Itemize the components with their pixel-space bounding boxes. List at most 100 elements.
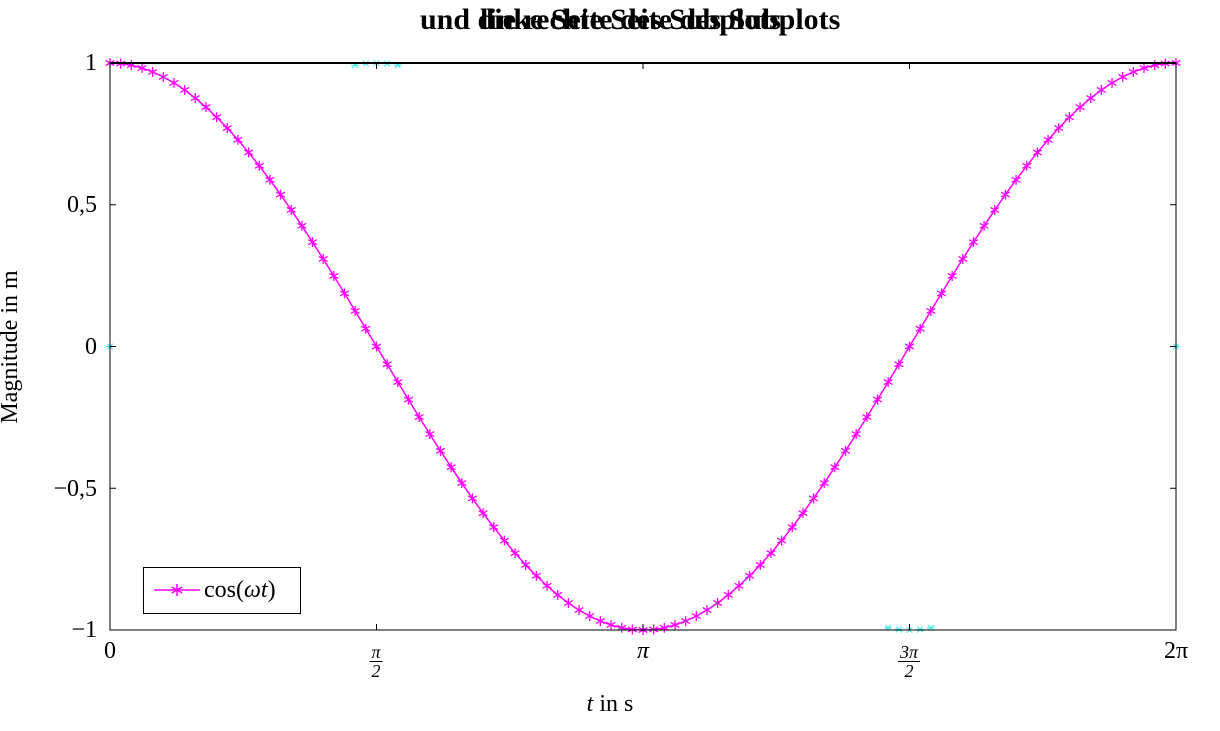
data-point-cos-23 bbox=[350, 305, 360, 316]
title-layer: linke Seite des Subplots und die rechte … bbox=[0, 2, 1220, 42]
data-point-cos-40 bbox=[531, 570, 542, 581]
data-point-cos-86 bbox=[1022, 160, 1032, 171]
data-point-cos-90 bbox=[1064, 112, 1075, 123]
data-point-cos-10 bbox=[211, 112, 222, 123]
data-point-cos-28 bbox=[403, 394, 414, 405]
legend-var: ωt bbox=[243, 577, 268, 603]
data-point-cos-97 bbox=[1139, 63, 1149, 74]
data-point-cos-15 bbox=[265, 174, 275, 185]
data-point-cos-18 bbox=[297, 220, 307, 231]
data-point-cos-4 bbox=[147, 66, 158, 77]
ytick-label-0-5: 0,5 bbox=[67, 192, 97, 218]
data-point-cos-60 bbox=[744, 570, 755, 581]
data-point-cos-77 bbox=[926, 305, 936, 316]
ytick-label-minus-0-5: −0,5 bbox=[53, 476, 97, 502]
data-point-cos-32 bbox=[446, 462, 456, 473]
data-point-cos-80 bbox=[958, 253, 968, 264]
x-axis-label: t in s bbox=[0, 690, 1220, 718]
x-axis-label-rest: in s bbox=[593, 691, 634, 717]
data-point-cos-11 bbox=[222, 123, 232, 134]
data-point-cos-88 bbox=[1043, 134, 1053, 145]
data-point-cos-93 bbox=[1096, 84, 1107, 95]
data-point-cos-64 bbox=[787, 522, 797, 533]
data-point-cos-48 bbox=[617, 622, 627, 633]
data-point-cos-33 bbox=[457, 478, 467, 489]
xtick-label-0: 0 bbox=[104, 638, 116, 664]
data-point-cos-55 bbox=[691, 611, 701, 622]
data-point-cos-83 bbox=[990, 204, 1000, 215]
ytick-label-1: 1 bbox=[85, 50, 97, 76]
data-point-cos-96 bbox=[1128, 66, 1139, 77]
data-point-cos-67 bbox=[819, 478, 829, 489]
data-point-cos-24 bbox=[361, 323, 371, 334]
xtick-label-2pi: 2π bbox=[1163, 638, 1189, 664]
data-point-cos-66 bbox=[808, 493, 819, 504]
data-point-cos-27 bbox=[393, 377, 403, 388]
data-point-cos-39 bbox=[521, 559, 531, 570]
data-point-cos-35 bbox=[478, 508, 488, 519]
ytick-label-minus-1: −1 bbox=[71, 617, 97, 643]
data-point-cos-12 bbox=[233, 134, 243, 145]
data-point-cos-37 bbox=[499, 535, 510, 546]
ytick-label-0: 0 bbox=[85, 334, 97, 360]
data-point-cos-84 bbox=[1000, 189, 1011, 200]
data-point-cos-75 bbox=[904, 341, 915, 352]
data-point-cos-78 bbox=[936, 288, 947, 299]
data-point-cos-70 bbox=[851, 429, 861, 440]
data-point-cos-19 bbox=[307, 237, 318, 248]
data-point-cos-8 bbox=[190, 93, 200, 104]
data-point-cos-45 bbox=[585, 611, 595, 622]
xtick-pi-half-den: 2 bbox=[371, 661, 381, 681]
x-axis-label-var: t bbox=[586, 691, 594, 717]
data-point-cos-44 bbox=[574, 605, 584, 616]
legend-close: ) bbox=[267, 577, 276, 603]
data-point-cos-94 bbox=[1107, 77, 1117, 88]
data-point-cos-3 bbox=[137, 63, 147, 74]
data-point-cos-16 bbox=[275, 189, 286, 200]
data-point-cos-9 bbox=[201, 102, 211, 113]
tick-layer bbox=[109, 62, 1177, 631]
data-point-sin-76 bbox=[916, 626, 925, 633]
data-point-cos-47 bbox=[606, 619, 616, 630]
data-point-cos-81 bbox=[968, 237, 979, 248]
data-point-cos-54 bbox=[680, 616, 691, 627]
data-point-cos-51 bbox=[649, 624, 659, 635]
data-point-cos-30 bbox=[425, 429, 435, 440]
data-point-cos-76 bbox=[915, 323, 925, 334]
xtick-label-3pi-half: 3π 2 bbox=[897, 638, 921, 681]
data-point-cos-92 bbox=[1086, 93, 1096, 104]
data-point-cos-69 bbox=[840, 445, 851, 456]
series-layer bbox=[105, 58, 1181, 635]
data-point-cos-72 bbox=[872, 394, 883, 405]
data-point-cos-20 bbox=[318, 253, 328, 264]
data-point-cos-82 bbox=[979, 220, 989, 231]
xtick-3pi-half-num: 3π bbox=[897, 642, 921, 662]
data-point-cos-5 bbox=[158, 71, 168, 82]
legend: cos(ωt) bbox=[143, 567, 301, 614]
data-point-cos-49 bbox=[627, 624, 637, 635]
data-point-sin-74 bbox=[894, 626, 903, 633]
data-point-cos-43 bbox=[563, 598, 574, 609]
data-point-cos-34 bbox=[467, 493, 478, 504]
chart-title-right: und die rechte Seite des Subplots bbox=[420, 3, 841, 36]
xtick-3pi-half-den: 2 bbox=[904, 661, 914, 681]
data-point-cos-13 bbox=[243, 147, 254, 158]
data-point-cos-36 bbox=[489, 522, 499, 533]
data-point-cos-61 bbox=[755, 559, 765, 570]
data-point-cos-71 bbox=[862, 412, 872, 423]
data-point-cos-91 bbox=[1075, 102, 1085, 113]
data-point-cos-85 bbox=[1011, 174, 1021, 185]
data-point-cos-22 bbox=[339, 288, 350, 299]
data-point-cos-41 bbox=[542, 580, 552, 591]
data-point-cos-89 bbox=[1054, 123, 1064, 134]
y-axis-label: Magnitude in m bbox=[0, 270, 23, 424]
legend-label: cos(ωt) bbox=[204, 576, 276, 604]
data-point-cos-57 bbox=[712, 598, 723, 609]
legend-fn: cos( bbox=[204, 577, 244, 603]
xtick-pi-half-num: π bbox=[369, 642, 383, 662]
data-point-cos-63 bbox=[776, 535, 787, 546]
data-point-cos-25 bbox=[371, 341, 382, 352]
data-point-cos-14 bbox=[254, 160, 264, 171]
